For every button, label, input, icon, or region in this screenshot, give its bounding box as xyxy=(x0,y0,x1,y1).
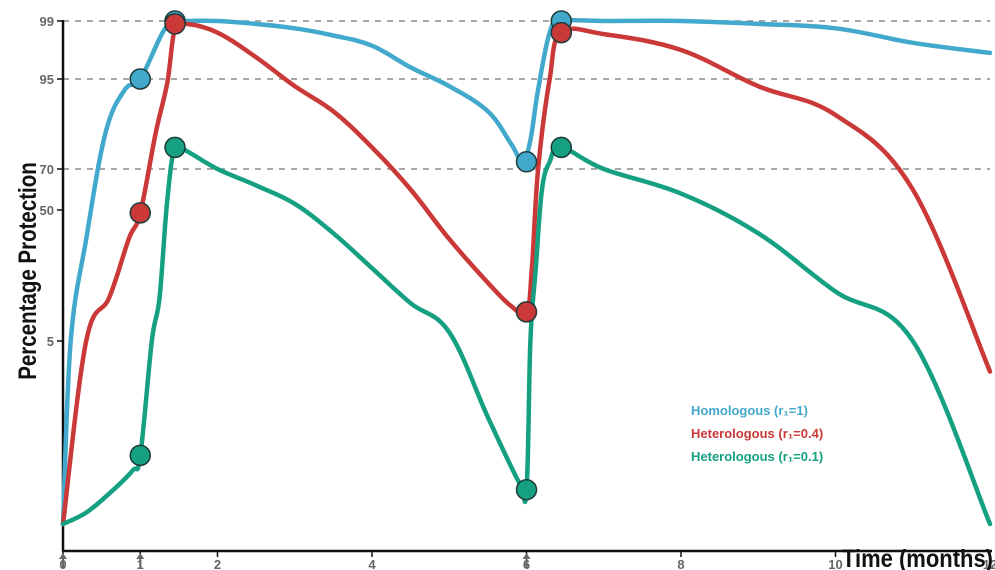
x-tick-label: 4 xyxy=(368,557,376,570)
dose-arrow-icon xyxy=(59,553,67,568)
x-axis-title: Time (months) xyxy=(842,545,993,570)
x-tick-label: 2 xyxy=(214,557,221,570)
data-point-heterologous-0-4 xyxy=(515,301,538,323)
data-point-heterologous-0-4 xyxy=(550,21,573,44)
y-axis-title: Percentage Protection xyxy=(13,162,41,380)
y-tick-label: 99 xyxy=(40,14,54,29)
legend-item-heterologous-0-4: Heterologous (r₁=0.4) xyxy=(691,426,823,441)
data-point-heterologous-0-1 xyxy=(550,136,573,159)
x-tick-label: 8 xyxy=(677,557,684,570)
dose-arrow-icon xyxy=(522,553,531,568)
legend-item-homologous: Homologous (r₁=1) xyxy=(691,403,808,418)
data-point-homologous xyxy=(129,68,151,90)
y-tick-label: 95 xyxy=(40,72,54,87)
data-point-heterologous-0-1 xyxy=(515,478,538,501)
x-tick-label: 10 xyxy=(828,557,842,570)
y-tick-label: 50 xyxy=(40,203,54,218)
series-line-homologous xyxy=(60,17,993,527)
dose-arrow-icon xyxy=(136,553,145,568)
data-point-heterologous-0-1 xyxy=(164,136,186,159)
x-tick-label: 12 xyxy=(983,557,995,570)
dose-arrows xyxy=(59,553,531,568)
data-point-homologous xyxy=(515,151,538,173)
legend-item-heterologous-0-1: Heterologous (r₁=0.1) xyxy=(691,449,823,464)
reference-lines xyxy=(63,20,990,170)
y-tick-label: 70 xyxy=(40,162,54,177)
legend: Homologous (r₁=1) Heterologous (r₁=0.4) … xyxy=(691,403,823,464)
series-lines xyxy=(60,17,993,527)
series-line-heterologous-0-1 xyxy=(60,141,993,527)
series-line-heterologous-0-4 xyxy=(60,19,993,527)
data-point-heterologous-0-4 xyxy=(164,13,186,35)
y-axis-ticks: 5 50 70 95 99 xyxy=(40,14,63,349)
data-point-heterologous-0-4 xyxy=(129,202,151,224)
data-point-heterologous-0-1 xyxy=(129,444,151,467)
y-tick-label: 5 xyxy=(47,334,54,349)
series-points xyxy=(129,10,573,501)
